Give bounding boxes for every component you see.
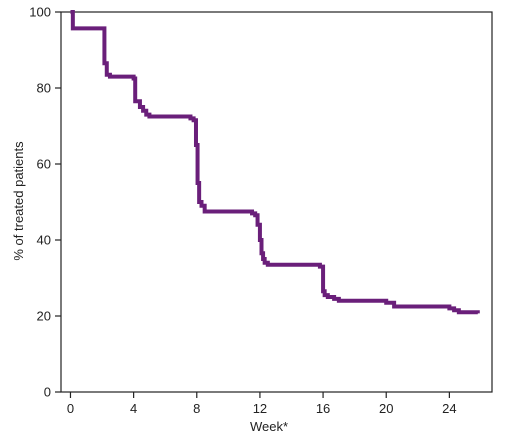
y-tick-label: 80 xyxy=(37,81,51,96)
y-tick-label: 0 xyxy=(44,385,51,400)
y-axis-title: % of treated patients xyxy=(11,141,26,261)
x-axis: 0 4 8 12 16 20 24 xyxy=(67,392,457,416)
y-tick-label: 20 xyxy=(37,309,51,324)
x-tick-label: 16 xyxy=(316,401,330,416)
x-axis-title: Week* xyxy=(250,419,288,434)
plot-frame xyxy=(60,11,493,393)
y-tick-label: 60 xyxy=(37,157,51,172)
y-tick-label: 40 xyxy=(37,233,51,248)
y-axis: 0 20 40 60 80 100 xyxy=(29,5,61,400)
x-tick-label: 20 xyxy=(379,401,393,416)
y-tick-label: 100 xyxy=(29,5,51,20)
x-tick-label: 4 xyxy=(130,401,137,416)
x-tick-label: 24 xyxy=(442,401,456,416)
x-tick-label: 8 xyxy=(193,401,200,416)
x-tick-label: 12 xyxy=(253,401,267,416)
x-tick-label: 0 xyxy=(67,401,74,416)
series-line xyxy=(70,10,480,315)
